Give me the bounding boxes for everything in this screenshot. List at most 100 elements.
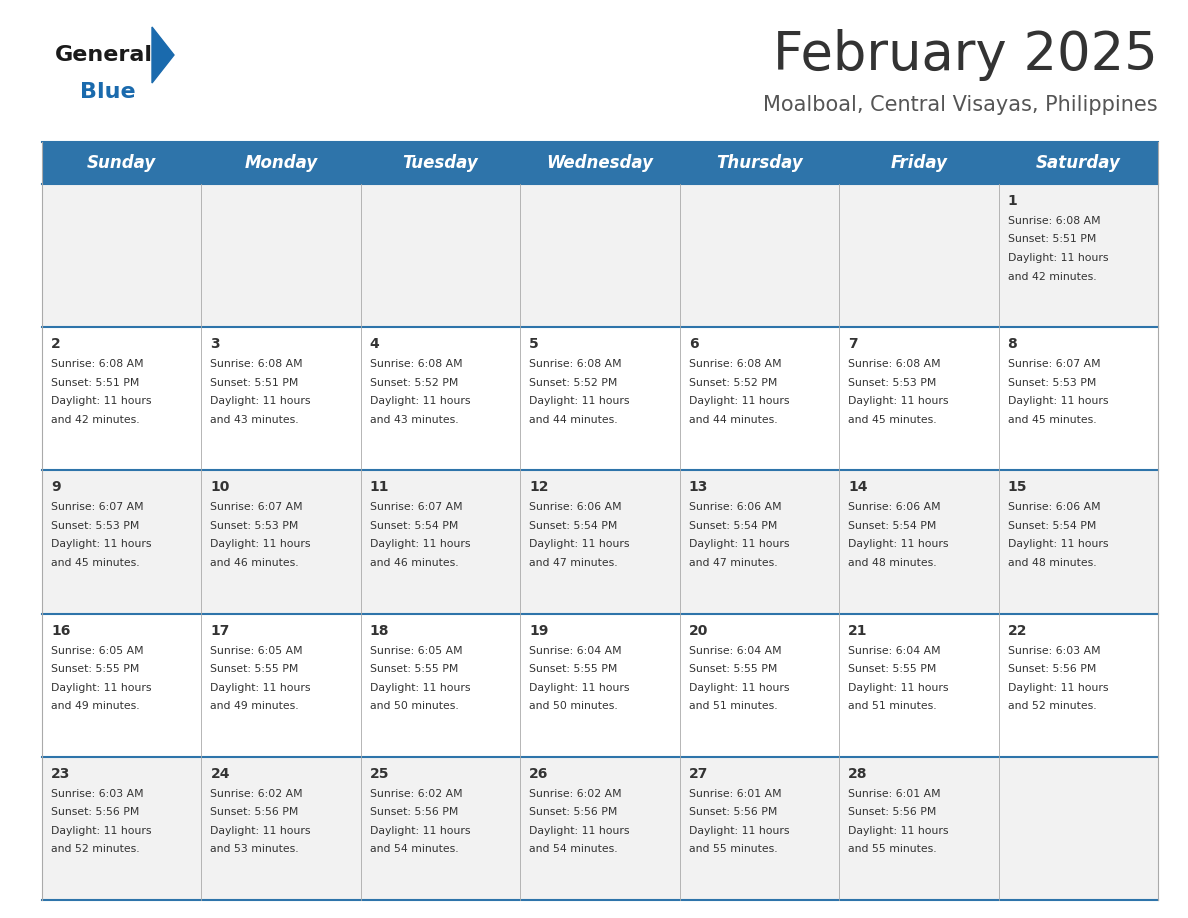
Text: 1: 1 (1007, 194, 1017, 208)
Text: Sunrise: 6:01 AM: Sunrise: 6:01 AM (848, 789, 941, 799)
Text: Sunrise: 6:07 AM: Sunrise: 6:07 AM (1007, 359, 1100, 369)
Text: Daylight: 11 hours: Daylight: 11 hours (210, 826, 311, 835)
Text: and 55 minutes.: and 55 minutes. (848, 845, 937, 855)
Text: Sunrise: 6:04 AM: Sunrise: 6:04 AM (848, 645, 941, 655)
Text: 11: 11 (369, 480, 390, 495)
Text: Daylight: 11 hours: Daylight: 11 hours (210, 683, 311, 692)
Text: Daylight: 11 hours: Daylight: 11 hours (848, 683, 949, 692)
Text: and 45 minutes.: and 45 minutes. (1007, 415, 1097, 425)
Text: Sunrise: 6:02 AM: Sunrise: 6:02 AM (369, 789, 462, 799)
Text: Sunday: Sunday (87, 154, 157, 172)
Text: Sunrise: 6:04 AM: Sunrise: 6:04 AM (689, 645, 782, 655)
Text: Daylight: 11 hours: Daylight: 11 hours (1007, 253, 1108, 263)
Bar (42, 327, 1158, 470)
Text: Daylight: 11 hours: Daylight: 11 hours (1007, 540, 1108, 549)
Text: Daylight: 11 hours: Daylight: 11 hours (848, 826, 949, 835)
Text: 2: 2 (51, 337, 61, 352)
Text: Daylight: 11 hours: Daylight: 11 hours (51, 540, 152, 549)
Text: and 54 minutes.: and 54 minutes. (530, 845, 618, 855)
Text: Sunset: 5:56 PM: Sunset: 5:56 PM (1007, 664, 1097, 674)
Text: and 42 minutes.: and 42 minutes. (51, 415, 140, 425)
Text: Sunrise: 6:02 AM: Sunrise: 6:02 AM (210, 789, 303, 799)
Text: Sunrise: 6:06 AM: Sunrise: 6:06 AM (530, 502, 621, 512)
Text: Sunset: 5:53 PM: Sunset: 5:53 PM (848, 377, 936, 387)
Text: Daylight: 11 hours: Daylight: 11 hours (848, 540, 949, 549)
Text: Daylight: 11 hours: Daylight: 11 hours (689, 540, 789, 549)
Text: Sunrise: 6:08 AM: Sunrise: 6:08 AM (848, 359, 941, 369)
Text: and 55 minutes.: and 55 minutes. (689, 845, 777, 855)
Text: and 52 minutes.: and 52 minutes. (1007, 701, 1097, 711)
Text: Sunset: 5:54 PM: Sunset: 5:54 PM (1007, 521, 1097, 531)
Text: 23: 23 (51, 767, 70, 781)
Text: Daylight: 11 hours: Daylight: 11 hours (369, 397, 470, 406)
Text: Sunset: 5:54 PM: Sunset: 5:54 PM (530, 521, 618, 531)
Text: 15: 15 (1007, 480, 1028, 495)
Text: Sunrise: 6:03 AM: Sunrise: 6:03 AM (51, 789, 144, 799)
Text: Sunrise: 6:08 AM: Sunrise: 6:08 AM (369, 359, 462, 369)
Text: Sunset: 5:55 PM: Sunset: 5:55 PM (530, 664, 618, 674)
Text: 28: 28 (848, 767, 867, 781)
Text: 26: 26 (530, 767, 549, 781)
Text: 22: 22 (1007, 623, 1028, 638)
Text: 14: 14 (848, 480, 867, 495)
Text: 16: 16 (51, 623, 70, 638)
Text: Daylight: 11 hours: Daylight: 11 hours (51, 683, 152, 692)
Text: Sunset: 5:55 PM: Sunset: 5:55 PM (369, 664, 459, 674)
Text: Sunset: 5:56 PM: Sunset: 5:56 PM (210, 807, 299, 817)
Text: and 51 minutes.: and 51 minutes. (689, 701, 777, 711)
Text: and 54 minutes.: and 54 minutes. (369, 845, 459, 855)
Text: Moalboal, Central Visayas, Philippines: Moalboal, Central Visayas, Philippines (764, 95, 1158, 115)
Text: and 50 minutes.: and 50 minutes. (369, 701, 459, 711)
Text: 17: 17 (210, 623, 229, 638)
Text: and 49 minutes.: and 49 minutes. (51, 701, 140, 711)
Text: Sunset: 5:55 PM: Sunset: 5:55 PM (51, 664, 139, 674)
Text: Sunrise: 6:07 AM: Sunrise: 6:07 AM (210, 502, 303, 512)
Text: and 51 minutes.: and 51 minutes. (848, 701, 937, 711)
Text: Sunset: 5:55 PM: Sunset: 5:55 PM (689, 664, 777, 674)
Text: Daylight: 11 hours: Daylight: 11 hours (530, 540, 630, 549)
Text: 21: 21 (848, 623, 867, 638)
Text: Daylight: 11 hours: Daylight: 11 hours (689, 397, 789, 406)
Bar (42, 756, 1158, 900)
Text: Daylight: 11 hours: Daylight: 11 hours (369, 540, 470, 549)
Text: 6: 6 (689, 337, 699, 352)
Text: 10: 10 (210, 480, 229, 495)
Text: Daylight: 11 hours: Daylight: 11 hours (369, 826, 470, 835)
Text: Daylight: 11 hours: Daylight: 11 hours (51, 397, 152, 406)
Text: 12: 12 (530, 480, 549, 495)
Text: 5: 5 (530, 337, 539, 352)
Text: Sunset: 5:53 PM: Sunset: 5:53 PM (210, 521, 299, 531)
Text: Thursday: Thursday (716, 154, 803, 172)
Text: 9: 9 (51, 480, 61, 495)
Text: Sunset: 5:52 PM: Sunset: 5:52 PM (530, 377, 618, 387)
Text: Sunrise: 6:08 AM: Sunrise: 6:08 AM (51, 359, 144, 369)
Text: 25: 25 (369, 767, 390, 781)
Text: Sunset: 5:52 PM: Sunset: 5:52 PM (369, 377, 459, 387)
Text: Daylight: 11 hours: Daylight: 11 hours (530, 683, 630, 692)
Text: and 47 minutes.: and 47 minutes. (689, 558, 777, 568)
Text: Daylight: 11 hours: Daylight: 11 hours (530, 826, 630, 835)
Text: Sunrise: 6:07 AM: Sunrise: 6:07 AM (51, 502, 144, 512)
Text: 4: 4 (369, 337, 380, 352)
Text: Daylight: 11 hours: Daylight: 11 hours (369, 683, 470, 692)
Text: Sunset: 5:55 PM: Sunset: 5:55 PM (210, 664, 299, 674)
Text: Sunrise: 6:07 AM: Sunrise: 6:07 AM (369, 502, 462, 512)
Text: Sunset: 5:51 PM: Sunset: 5:51 PM (210, 377, 299, 387)
Text: 18: 18 (369, 623, 390, 638)
Text: and 46 minutes.: and 46 minutes. (369, 558, 459, 568)
Text: Sunset: 5:56 PM: Sunset: 5:56 PM (530, 807, 618, 817)
Text: Sunset: 5:54 PM: Sunset: 5:54 PM (369, 521, 459, 531)
Text: Sunset: 5:54 PM: Sunset: 5:54 PM (848, 521, 936, 531)
Text: Sunrise: 6:05 AM: Sunrise: 6:05 AM (51, 645, 144, 655)
Text: and 48 minutes.: and 48 minutes. (1007, 558, 1097, 568)
Text: Sunrise: 6:08 AM: Sunrise: 6:08 AM (530, 359, 621, 369)
Text: and 45 minutes.: and 45 minutes. (848, 415, 937, 425)
Text: Daylight: 11 hours: Daylight: 11 hours (1007, 397, 1108, 406)
Text: Sunset: 5:56 PM: Sunset: 5:56 PM (848, 807, 936, 817)
Text: and 44 minutes.: and 44 minutes. (689, 415, 777, 425)
Text: 3: 3 (210, 337, 220, 352)
Text: 13: 13 (689, 480, 708, 495)
Text: General: General (55, 45, 153, 65)
Text: 19: 19 (530, 623, 549, 638)
Text: Daylight: 11 hours: Daylight: 11 hours (210, 397, 311, 406)
